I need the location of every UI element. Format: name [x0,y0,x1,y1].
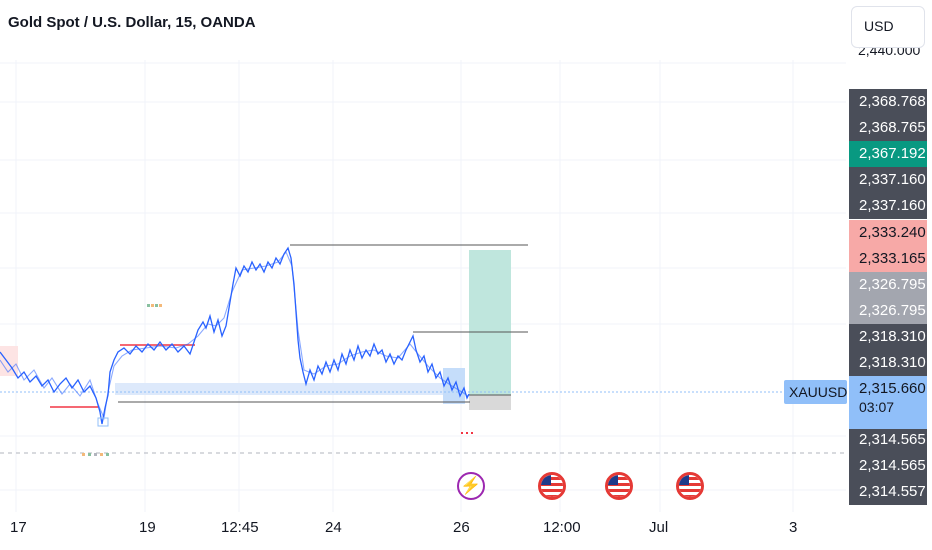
last-price-value: 2,315.660 [859,380,926,397]
price-tag-3: 2,367.192 [849,141,927,167]
indicator-markers [82,304,473,456]
time-axis-label: 17 [10,519,27,536]
time-axis-label: 12:00 [543,519,581,536]
time-axis-label: 3 [789,519,798,536]
price-tag-4: 2,337.160 [849,167,927,193]
time-axis-label: 24 [325,519,342,536]
chart-title: Gold Spot / U.S. Dollar, 15, OANDA [8,14,256,31]
price-tag-1: 2,368.768 [849,89,927,115]
price-tag-10: 2,318.310 [849,324,927,350]
symbol-tag[interactable]: XAUUSD [784,380,847,404]
price-tag-11: 2,318.310 [849,350,927,376]
demand-zone [115,383,465,395]
price-tag-14: 2,314.557 [849,479,927,505]
price-series [0,246,470,425]
currency-button[interactable]: USD [851,6,925,48]
time-axis-label: Jul [649,519,669,536]
us-flag-event-icon[interactable] [676,472,704,500]
time-axis-label: 19 [139,519,156,536]
us-flag-event-icon[interactable] [538,472,566,500]
price-tag-12: 2,314.565 [849,427,927,453]
time-axis-label: 26 [453,519,470,536]
time-axis-label: 12:45 [221,519,259,536]
lightning-event-icon[interactable]: ⚡ [457,472,485,500]
price-tag-8: 2,326.795 [849,272,927,298]
price-tag-2: 2,368.765 [849,115,927,141]
price-tag-5: 2,337.160 [849,193,927,219]
last-price-tag: 2,315.660 03:07 [849,376,927,429]
price-tag-6: 2,333.240 [849,220,927,246]
price-tag-13: 2,314.565 [849,453,927,479]
position-loss-zone[interactable] [469,395,511,410]
position-profit-zone[interactable] [469,250,511,395]
price-tag-7: 2,333.165 [849,246,927,272]
us-flag-event-icon[interactable] [605,472,633,500]
supply-zone [0,346,18,376]
price-tag-9: 2,326.795 [849,298,927,324]
bar-countdown: 03:07 [859,399,895,415]
